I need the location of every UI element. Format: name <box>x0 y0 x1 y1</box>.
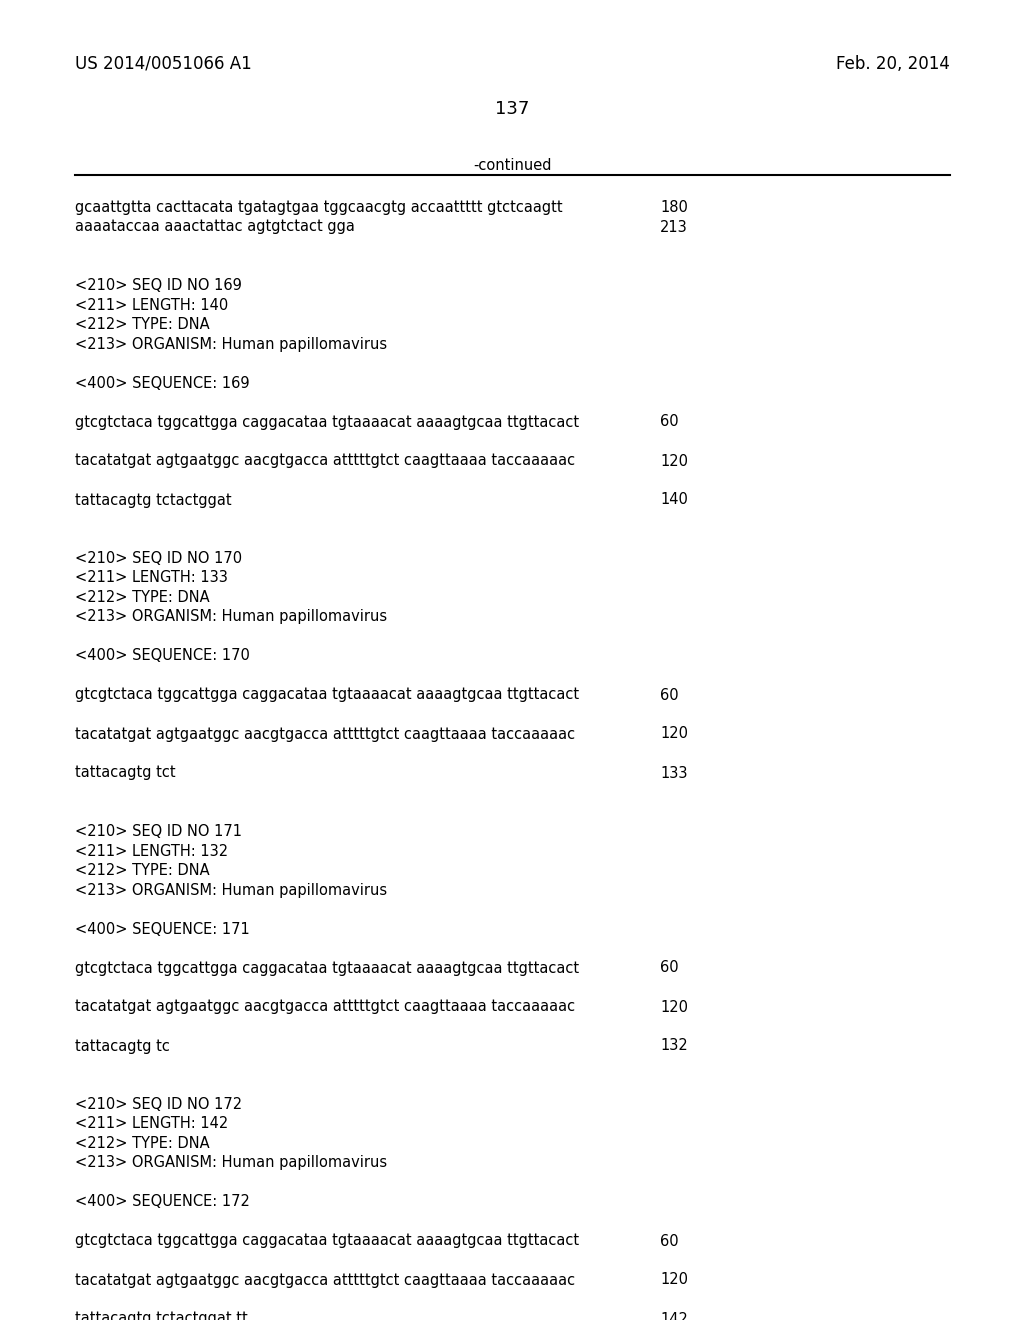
Text: aaaataccaa aaactattac agtgtctact gga: aaaataccaa aaactattac agtgtctact gga <box>75 219 355 235</box>
Text: 132: 132 <box>660 1039 688 1053</box>
Text: <211> LENGTH: 142: <211> LENGTH: 142 <box>75 1117 228 1131</box>
Text: 60: 60 <box>660 414 679 429</box>
Text: Feb. 20, 2014: Feb. 20, 2014 <box>837 55 950 73</box>
Text: -continued: -continued <box>473 158 551 173</box>
Text: gtcgtctaca tggcattgga caggacataa tgtaaaacat aaaagtgcaa ttgttacact: gtcgtctaca tggcattgga caggacataa tgtaaaa… <box>75 414 580 429</box>
Text: <210> SEQ ID NO 170: <210> SEQ ID NO 170 <box>75 550 242 566</box>
Text: tacatatgat agtgaatggc aacgtgacca atttttgtct caagttaaaa taccaaaaac: tacatatgat agtgaatggc aacgtgacca atttttg… <box>75 454 575 469</box>
Text: <213> ORGANISM: Human papillomavirus: <213> ORGANISM: Human papillomavirus <box>75 610 387 624</box>
Text: <212> TYPE: DNA: <212> TYPE: DNA <box>75 590 210 605</box>
Text: <400> SEQUENCE: 169: <400> SEQUENCE: 169 <box>75 375 250 391</box>
Text: 60: 60 <box>660 961 679 975</box>
Text: <210> SEQ ID NO 169: <210> SEQ ID NO 169 <box>75 279 242 293</box>
Text: <210> SEQ ID NO 172: <210> SEQ ID NO 172 <box>75 1097 242 1111</box>
Text: tacatatgat agtgaatggc aacgtgacca atttttgtct caagttaaaa taccaaaaac: tacatatgat agtgaatggc aacgtgacca atttttg… <box>75 1272 575 1287</box>
Text: gtcgtctaca tggcattgga caggacataa tgtaaaacat aaaagtgcaa ttgttacact: gtcgtctaca tggcattgga caggacataa tgtaaaa… <box>75 961 580 975</box>
Text: gtcgtctaca tggcattgga caggacataa tgtaaaacat aaaagtgcaa ttgttacact: gtcgtctaca tggcattgga caggacataa tgtaaaa… <box>75 688 580 702</box>
Text: <212> TYPE: DNA: <212> TYPE: DNA <box>75 1137 210 1151</box>
Text: <213> ORGANISM: Human papillomavirus: <213> ORGANISM: Human papillomavirus <box>75 1155 387 1171</box>
Text: 120: 120 <box>660 1272 688 1287</box>
Text: <212> TYPE: DNA: <212> TYPE: DNA <box>75 317 210 333</box>
Text: 140: 140 <box>660 492 688 507</box>
Text: 180: 180 <box>660 201 688 215</box>
Text: tattacagtg tctactggat tt: tattacagtg tctactggat tt <box>75 1312 248 1320</box>
Text: 137: 137 <box>495 100 529 117</box>
Text: 213: 213 <box>660 219 688 235</box>
Text: 120: 120 <box>660 454 688 469</box>
Text: tattacagtg tc: tattacagtg tc <box>75 1039 170 1053</box>
Text: US 2014/0051066 A1: US 2014/0051066 A1 <box>75 55 252 73</box>
Text: <211> LENGTH: 133: <211> LENGTH: 133 <box>75 570 228 586</box>
Text: <211> LENGTH: 140: <211> LENGTH: 140 <box>75 297 228 313</box>
Text: gcaattgtta cacttacata tgatagtgaa tggcaacgtg accaattttt gtctcaagtt: gcaattgtta cacttacata tgatagtgaa tggcaac… <box>75 201 562 215</box>
Text: 120: 120 <box>660 726 688 742</box>
Text: <400> SEQUENCE: 171: <400> SEQUENCE: 171 <box>75 921 250 936</box>
Text: gtcgtctaca tggcattgga caggacataa tgtaaaacat aaaagtgcaa ttgttacact: gtcgtctaca tggcattgga caggacataa tgtaaaa… <box>75 1233 580 1249</box>
Text: <211> LENGTH: 132: <211> LENGTH: 132 <box>75 843 228 858</box>
Text: <213> ORGANISM: Human papillomavirus: <213> ORGANISM: Human papillomavirus <box>75 883 387 898</box>
Text: 133: 133 <box>660 766 687 780</box>
Text: <210> SEQ ID NO 171: <210> SEQ ID NO 171 <box>75 824 242 840</box>
Text: tattacagtg tct: tattacagtg tct <box>75 766 176 780</box>
Text: <400> SEQUENCE: 170: <400> SEQUENCE: 170 <box>75 648 250 664</box>
Text: <212> TYPE: DNA: <212> TYPE: DNA <box>75 863 210 878</box>
Text: tattacagtg tctactggat: tattacagtg tctactggat <box>75 492 231 507</box>
Text: <400> SEQUENCE: 172: <400> SEQUENCE: 172 <box>75 1195 250 1209</box>
Text: 120: 120 <box>660 999 688 1015</box>
Text: 60: 60 <box>660 688 679 702</box>
Text: 142: 142 <box>660 1312 688 1320</box>
Text: 60: 60 <box>660 1233 679 1249</box>
Text: tacatatgat agtgaatggc aacgtgacca atttttgtct caagttaaaa taccaaaaac: tacatatgat agtgaatggc aacgtgacca atttttg… <box>75 726 575 742</box>
Text: tacatatgat agtgaatggc aacgtgacca atttttgtct caagttaaaa taccaaaaac: tacatatgat agtgaatggc aacgtgacca atttttg… <box>75 999 575 1015</box>
Text: <213> ORGANISM: Human papillomavirus: <213> ORGANISM: Human papillomavirus <box>75 337 387 351</box>
